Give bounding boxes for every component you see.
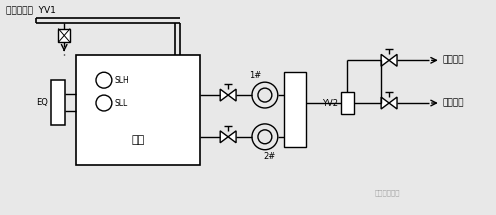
- Polygon shape: [228, 89, 236, 101]
- Text: SLH: SLH: [115, 76, 129, 85]
- Text: YV2: YV2: [322, 98, 338, 108]
- Polygon shape: [220, 131, 228, 143]
- Polygon shape: [220, 89, 228, 101]
- Bar: [284, 72, 306, 147]
- Polygon shape: [389, 97, 397, 109]
- Text: 消防用水: 消防用水: [443, 56, 464, 65]
- Bar: [341, 92, 354, 114]
- Bar: [76, 55, 200, 165]
- Polygon shape: [228, 131, 236, 143]
- Text: 生活用水: 生活用水: [443, 98, 464, 108]
- Text: 水池: 水池: [131, 135, 145, 145]
- Polygon shape: [381, 97, 389, 109]
- Text: 市网自来水  YV1: 市网自来水 YV1: [5, 6, 56, 15]
- Text: 1#: 1#: [249, 71, 261, 80]
- Polygon shape: [389, 54, 397, 66]
- Polygon shape: [381, 54, 389, 66]
- Text: EQ: EQ: [36, 98, 48, 107]
- Text: 2#: 2#: [264, 152, 276, 161]
- Text: SLL: SLL: [115, 98, 128, 108]
- Text: 机械设计联盟: 机械设计联盟: [374, 189, 400, 196]
- Bar: [58, 29, 70, 42]
- Bar: [51, 80, 65, 125]
